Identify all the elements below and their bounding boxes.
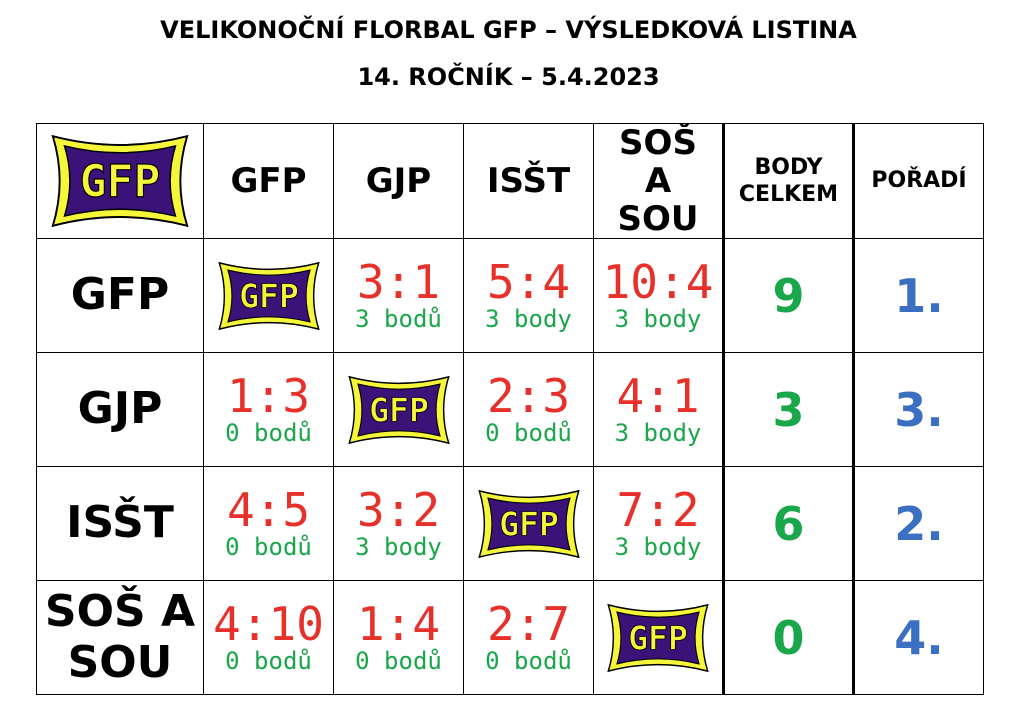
match-result-cell: 4:10 0 bodů bbox=[203, 580, 334, 696]
page-subtitle: 14. ROČNÍK – 5.4.2023 bbox=[357, 63, 660, 91]
match-score: 1:4 bbox=[356, 597, 441, 652]
match-score: 2:3 bbox=[486, 369, 571, 424]
gfp-logo-icon: GFP bbox=[347, 375, 450, 444]
match-points: 0 bodů bbox=[225, 533, 312, 562]
match-result-cell: 4:1 3 body bbox=[593, 352, 724, 468]
match-score: 3:1 bbox=[356, 255, 441, 310]
match-points: 3 body bbox=[614, 533, 702, 562]
logo-text: GFP bbox=[369, 390, 429, 429]
match-result-cell: 1:4 0 bodů bbox=[333, 580, 464, 696]
diagonal-logo-cell: GFP bbox=[463, 466, 594, 582]
match-score: 3:2 bbox=[356, 483, 441, 538]
match-score: 4:10 bbox=[213, 597, 324, 652]
gfp-logo-icon: GFP bbox=[607, 603, 709, 672]
gfp-logo-icon: GFP bbox=[477, 489, 580, 558]
match-score: 4:5 bbox=[226, 483, 311, 538]
match-points: 3 body bbox=[614, 419, 702, 448]
page-title: VELIKONOČNÍ FLORBAL GFP – VÝSLEDKOVÁ LIS… bbox=[160, 16, 857, 44]
gfp-logo-icon: GFP bbox=[217, 261, 320, 330]
match-score: 10:4 bbox=[602, 255, 714, 310]
total-points: 0 bbox=[722, 580, 854, 696]
match-result-cell: 5:4 3 body bbox=[463, 238, 594, 354]
col-header-sos: SOŠ A SOU bbox=[593, 122, 724, 240]
rank: 1. bbox=[852, 238, 984, 354]
gfp-logo-icon: GFP bbox=[51, 134, 189, 228]
match-points: 0 bodů bbox=[225, 419, 312, 448]
match-score: 5:4 bbox=[486, 255, 571, 310]
total-points: 3 bbox=[722, 352, 854, 468]
row-team-name: GFP bbox=[36, 238, 204, 354]
logo-text: GFP bbox=[628, 618, 688, 657]
match-result-cell: 1:3 0 bodů bbox=[203, 352, 334, 468]
row-team-name: SOŠ A SOU bbox=[36, 580, 204, 696]
row-team-name: ISŠT bbox=[36, 466, 204, 582]
row-team-name: GJP bbox=[36, 352, 204, 468]
logo-text: GFP bbox=[239, 276, 299, 315]
match-points: 0 bodů bbox=[485, 647, 572, 676]
team-row: SOŠ A SOU 4:10 0 bodů 1:4 0 bodů 2:7 0 bodů GFP… bbox=[36, 580, 984, 696]
match-result-cell: 10:4 3 body bbox=[593, 238, 724, 354]
col-header-gjp: GJP bbox=[333, 122, 464, 240]
corner-logo-cell: GFP bbox=[36, 122, 204, 240]
match-score: 1:3 bbox=[226, 369, 311, 424]
team-row: GFP GFP 3:1 3 bodů 5:4 3 body 10:4 3 body 9 1. bbox=[36, 238, 984, 354]
match-result-cell: 2:7 0 bodů bbox=[463, 580, 594, 696]
team-row: GJP 1:3 0 bodů GFP 2:3 0 bodů 4:1 3 body 3 3. bbox=[36, 352, 984, 468]
match-result-cell: 7:2 3 body bbox=[593, 466, 724, 582]
match-points: 0 bodů bbox=[485, 419, 572, 448]
logo-text: GFP bbox=[499, 504, 559, 543]
rank: 4. bbox=[852, 580, 984, 696]
col-header-poradi: POŘADÍ bbox=[852, 122, 984, 240]
col-header-gfp: GFP bbox=[203, 122, 334, 240]
diagonal-logo-cell: GFP bbox=[333, 352, 464, 468]
match-points: 0 bodů bbox=[225, 647, 312, 676]
total-points: 6 bbox=[722, 466, 854, 582]
match-score: 7:2 bbox=[616, 483, 700, 538]
match-points: 3 body bbox=[614, 305, 702, 334]
col-header-isst: ISŠT bbox=[463, 122, 594, 240]
match-result-cell: 2:3 0 bodů bbox=[463, 352, 594, 468]
diagonal-logo-cell: GFP bbox=[203, 238, 334, 354]
match-score: 2:7 bbox=[486, 597, 571, 652]
match-result-cell: 4:5 0 bodů bbox=[203, 466, 334, 582]
match-result-cell: 3:1 3 bodů bbox=[333, 238, 464, 354]
match-points: 3 body bbox=[355, 533, 442, 562]
match-points: 3 bodů bbox=[355, 305, 442, 334]
diagonal-logo-cell: GFP bbox=[593, 580, 724, 696]
logo-text: GFP bbox=[80, 155, 161, 208]
rank: 2. bbox=[852, 466, 984, 582]
total-points: 9 bbox=[722, 238, 854, 354]
header-row: GFP GFP GJP ISŠT SOŠ A SOU BODY CELKEM P… bbox=[36, 122, 984, 240]
col-header-body-celkem: BODY CELKEM bbox=[722, 122, 854, 240]
results-table: GFP GFP GJP ISŠT SOŠ A SOU BODY CELKEM P… bbox=[36, 122, 984, 696]
match-score: 4:1 bbox=[616, 369, 700, 424]
match-points: 3 body bbox=[485, 305, 572, 334]
team-row: ISŠT 4:5 0 bodů 3:2 3 body GFP 7:2 3 body 6 2. bbox=[36, 466, 984, 582]
match-result-cell: 3:2 3 body bbox=[333, 466, 464, 582]
rank: 3. bbox=[852, 352, 984, 468]
match-points: 0 bodů bbox=[355, 647, 442, 676]
